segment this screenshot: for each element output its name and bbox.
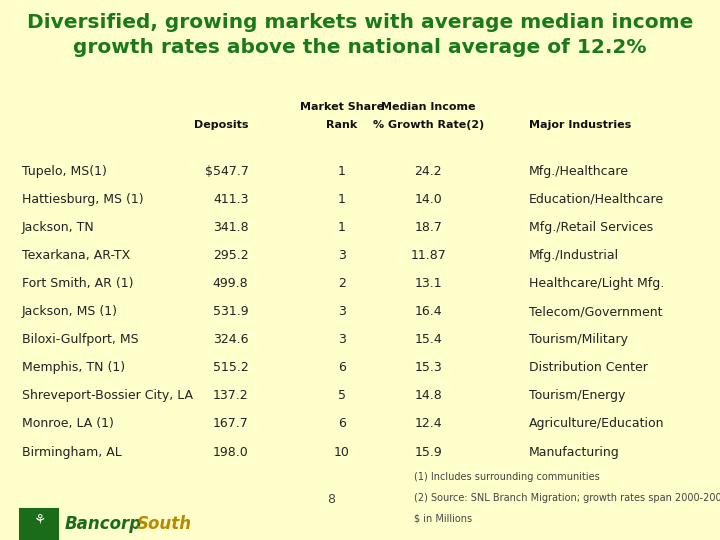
Text: 515.2: 515.2 <box>212 361 248 374</box>
FancyBboxPatch shape <box>20 509 58 540</box>
Text: 6: 6 <box>338 361 346 374</box>
Text: ⚘: ⚘ <box>32 513 45 527</box>
Text: $547.7: $547.7 <box>204 165 248 178</box>
Text: 1: 1 <box>338 165 346 178</box>
Text: 16.4: 16.4 <box>415 305 442 318</box>
Text: 3: 3 <box>338 305 346 318</box>
Text: (1) Includes surrounding communities: (1) Includes surrounding communities <box>414 472 600 483</box>
Text: Hattiesburg, MS (1): Hattiesburg, MS (1) <box>22 193 143 206</box>
Text: 14.8: 14.8 <box>415 389 442 402</box>
Text: 531.9: 531.9 <box>213 305 248 318</box>
Text: Deposits: Deposits <box>194 119 248 130</box>
Text: 12.4: 12.4 <box>415 417 442 430</box>
Text: Shreveport-Bossier City, LA: Shreveport-Bossier City, LA <box>22 389 193 402</box>
Text: 1: 1 <box>338 193 346 206</box>
Text: Memphis, TN (1): Memphis, TN (1) <box>22 361 125 374</box>
Text: Mfg./Retail Services: Mfg./Retail Services <box>529 221 653 234</box>
Text: Mfg./Industrial: Mfg./Industrial <box>529 249 619 262</box>
Text: 1: 1 <box>338 221 346 234</box>
Text: Jackson, MS (1): Jackson, MS (1) <box>22 305 117 318</box>
Text: Median Income: Median Income <box>381 102 476 112</box>
Text: Biloxi-Gulfport, MS: Biloxi-Gulfport, MS <box>22 333 138 346</box>
Text: Monroe, LA (1): Monroe, LA (1) <box>22 417 114 430</box>
Text: Market Share: Market Share <box>300 102 384 112</box>
Text: 3: 3 <box>338 333 346 346</box>
Text: 13.1: 13.1 <box>415 277 442 290</box>
Text: 295.2: 295.2 <box>213 249 248 262</box>
Text: Education/Healthcare: Education/Healthcare <box>529 193 665 206</box>
Text: 324.6: 324.6 <box>213 333 248 346</box>
Text: Diversified, growing markets with average median income: Diversified, growing markets with averag… <box>27 14 693 32</box>
Text: Tourism/Military: Tourism/Military <box>529 333 628 346</box>
Text: 167.7: 167.7 <box>212 417 248 430</box>
Text: Agriculture/Education: Agriculture/Education <box>529 417 665 430</box>
Text: 6: 6 <box>338 417 346 430</box>
Text: Texarkana, AR-TX: Texarkana, AR-TX <box>22 249 130 262</box>
Text: 2: 2 <box>338 277 346 290</box>
Text: 8: 8 <box>327 493 336 506</box>
Text: 5: 5 <box>338 389 346 402</box>
Text: 3: 3 <box>338 249 346 262</box>
Text: Jackson, TN: Jackson, TN <box>22 221 94 234</box>
Text: South: South <box>137 515 192 532</box>
Text: 24.2: 24.2 <box>415 165 442 178</box>
Text: 10: 10 <box>334 446 350 458</box>
Text: Healthcare/Light Mfg.: Healthcare/Light Mfg. <box>529 277 665 290</box>
Text: Rank: Rank <box>326 119 358 130</box>
Text: 14.0: 14.0 <box>415 193 442 206</box>
Text: growth rates above the national average of 12.2%: growth rates above the national average … <box>73 38 647 57</box>
Text: 198.0: 198.0 <box>212 446 248 458</box>
Text: 15.9: 15.9 <box>415 446 442 458</box>
Text: Bancorp: Bancorp <box>65 515 142 532</box>
Text: Fort Smith, AR (1): Fort Smith, AR (1) <box>22 277 133 290</box>
Text: Major Industries: Major Industries <box>529 119 631 130</box>
Text: Mfg./Healthcare: Mfg./Healthcare <box>529 165 629 178</box>
Text: % Growth Rate(2): % Growth Rate(2) <box>373 119 484 130</box>
Text: Tourism/Energy: Tourism/Energy <box>529 389 626 402</box>
Text: Tupelo, MS(1): Tupelo, MS(1) <box>22 165 107 178</box>
Text: 137.2: 137.2 <box>213 389 248 402</box>
Text: 341.8: 341.8 <box>213 221 248 234</box>
Text: Distribution Center: Distribution Center <box>529 361 648 374</box>
Text: 15.3: 15.3 <box>415 361 442 374</box>
Text: Birmingham, AL: Birmingham, AL <box>22 446 122 458</box>
Text: Telecom/Government: Telecom/Government <box>529 305 662 318</box>
Text: (2) Source: SNL Branch Migration; growth rates span 2000-2004: (2) Source: SNL Branch Migration; growth… <box>414 493 720 503</box>
Text: 11.87: 11.87 <box>410 249 446 262</box>
Text: 411.3: 411.3 <box>213 193 248 206</box>
Text: 15.4: 15.4 <box>415 333 442 346</box>
Text: 499.8: 499.8 <box>213 277 248 290</box>
Text: Manufacturing: Manufacturing <box>529 446 620 458</box>
Text: $ in Millions: $ in Millions <box>414 514 472 524</box>
Text: 18.7: 18.7 <box>415 221 442 234</box>
